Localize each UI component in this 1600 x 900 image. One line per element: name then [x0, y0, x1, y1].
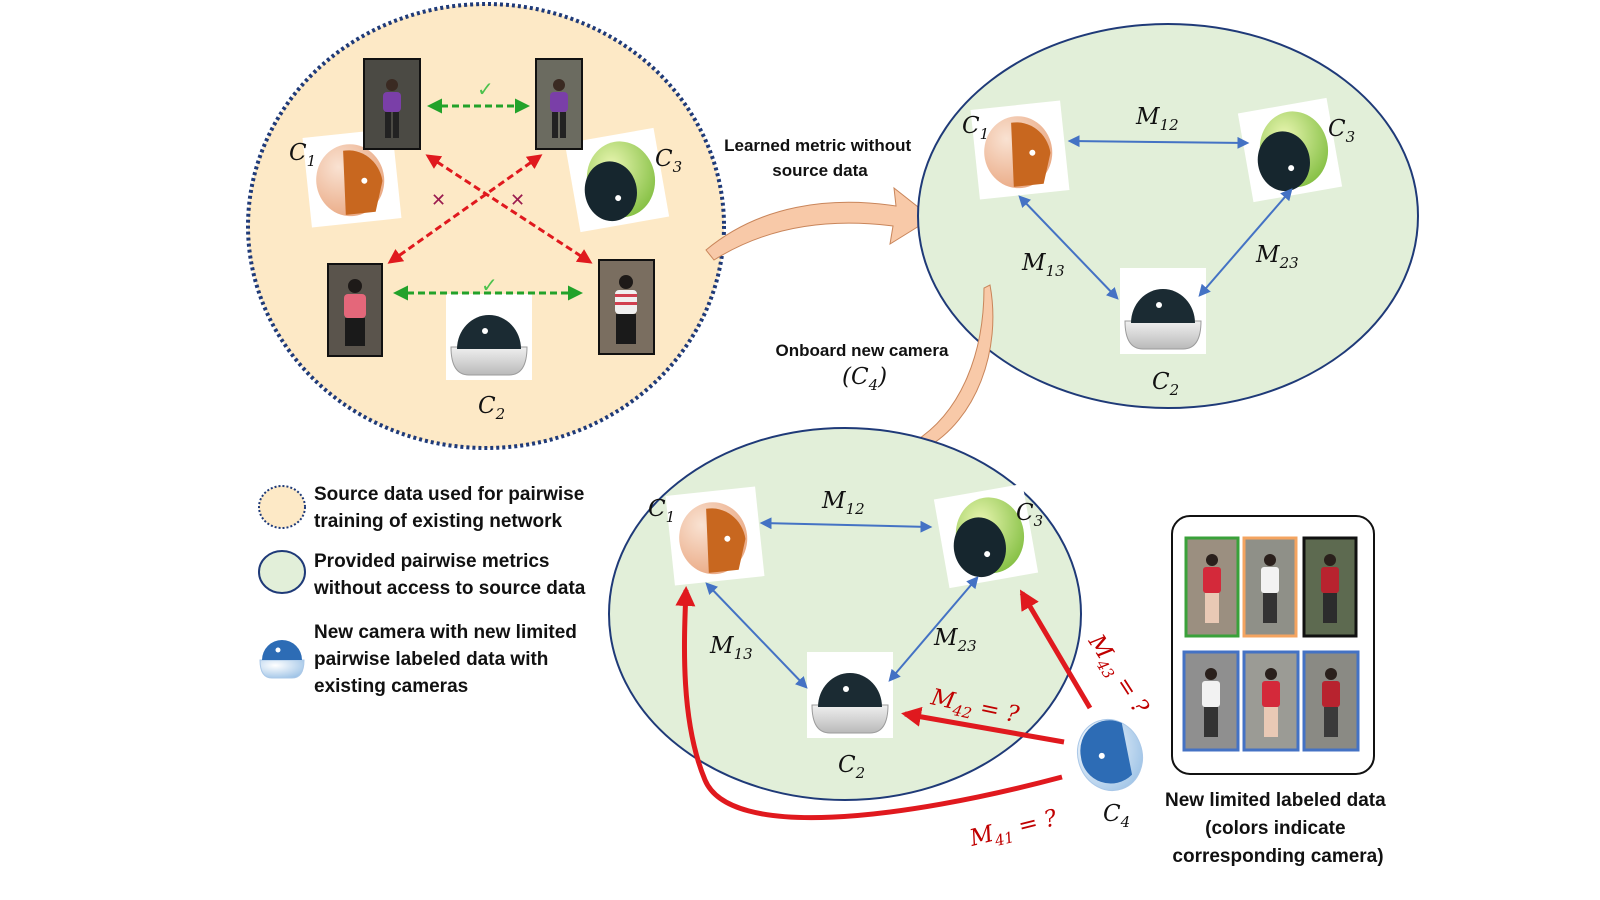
new-camera-c4-icon: [1077, 718, 1143, 792]
red-arrow-m41: [675, 586, 1063, 821]
source-label-c2: C2: [478, 393, 505, 423]
source-camera-c2-icon: [445, 293, 533, 381]
source-label-c3: C3: [655, 146, 682, 176]
learned-metric-arrow: [705, 186, 933, 261]
labeled-thumb-5: [1242, 650, 1300, 752]
source-person-image-bottom-left: [327, 263, 383, 357]
match-check-top: ✓: [477, 77, 494, 101]
match-check-bottom: ✓: [481, 273, 498, 297]
new-arrow-m12: [759, 517, 933, 533]
metric-camera-c2-icon: [1119, 267, 1207, 355]
new-camera-c4-label: C4: [1103, 801, 1130, 831]
legend-new-camera-text: New camera with new limited pairwise lab…: [314, 622, 582, 697]
legend-new-camera-icon: [259, 640, 305, 679]
source-data-circle: ✓ ✓ ✕ ✕ C1 C3 C2: [246, 2, 726, 450]
metric-arrow-m12: [1067, 135, 1250, 149]
source-person-image-top-left: [363, 58, 421, 150]
new-arrow-m23: [888, 576, 979, 682]
new-label-c3: C3: [1016, 500, 1043, 530]
metric-label-c3: C3: [1328, 116, 1355, 146]
labeled-data-caption: New limited labeled data (colors indicat…: [1165, 790, 1391, 867]
metric-label-m12: M12: [1135, 104, 1179, 134]
onboard-camera-c4-label: (C4): [842, 364, 887, 394]
metric-label-m13: M13: [1021, 250, 1065, 280]
labeled-thumb-1: [1184, 536, 1240, 638]
legend: Source data used for pairwise training o…: [258, 484, 590, 697]
labeled-thumb-4: [1182, 650, 1240, 752]
legend-source-text: Source data used for pairwise training o…: [314, 484, 590, 532]
new-label-m13: M13: [709, 633, 753, 663]
metric-label-c1: C1: [962, 113, 989, 143]
new-camera-circle: C1 C3 C2 M12 M13 M23: [608, 427, 1082, 801]
metric-arrow-m13: [1018, 195, 1119, 300]
source-label-c1: C1: [289, 140, 316, 170]
source-person-image-top-right: [535, 58, 583, 150]
new-label-m12: M12: [821, 488, 865, 518]
new-camera-c1-icon: [665, 486, 765, 586]
legend-metric-text: Provided pairwise metrics without access…: [313, 551, 586, 599]
metric-label-m23: M23: [1255, 242, 1299, 272]
mismatch-cross-right: ✕: [510, 190, 525, 211]
new-label-c2: C2: [838, 752, 865, 782]
metric-camera-c1-icon: [970, 100, 1070, 200]
metric-camera-c3-icon: [1237, 97, 1343, 203]
metric-circle: C1 C3 C2 M12 M13 M23: [917, 23, 1419, 409]
new-label-c1: C1: [648, 496, 675, 526]
new-camera-c2-icon: [806, 651, 894, 739]
labeled-thumb-6: [1302, 650, 1360, 752]
new-circle-shape: [608, 427, 1082, 801]
onboard-camera-label: Onboard new camera: [776, 341, 949, 360]
new-arrow-m13: [705, 582, 808, 689]
red-arrow-m43: [1019, 589, 1093, 710]
labeled-thumb-3: [1302, 536, 1358, 638]
labeled-thumb-2: [1242, 536, 1298, 638]
metric-arrow-m23: [1198, 188, 1293, 297]
source-person-image-bottom-right: [598, 259, 655, 355]
source-mismatch-arrow-2: [387, 154, 543, 264]
red-arrow-m42: [901, 706, 1065, 745]
metric-label-c2: C2: [1152, 369, 1179, 399]
mismatch-cross-left: ✕: [431, 190, 446, 211]
labeled-data-panel: New limited labeled data (colors indicat…: [1165, 515, 1391, 867]
learned-metric-label: Learned metric without source data: [724, 136, 916, 180]
red-label-m41: M41 = ?: [966, 805, 1061, 856]
legend-source-swatch: [258, 485, 306, 529]
new-label-m23: M23: [933, 625, 977, 655]
legend-metric-swatch: [258, 550, 306, 594]
